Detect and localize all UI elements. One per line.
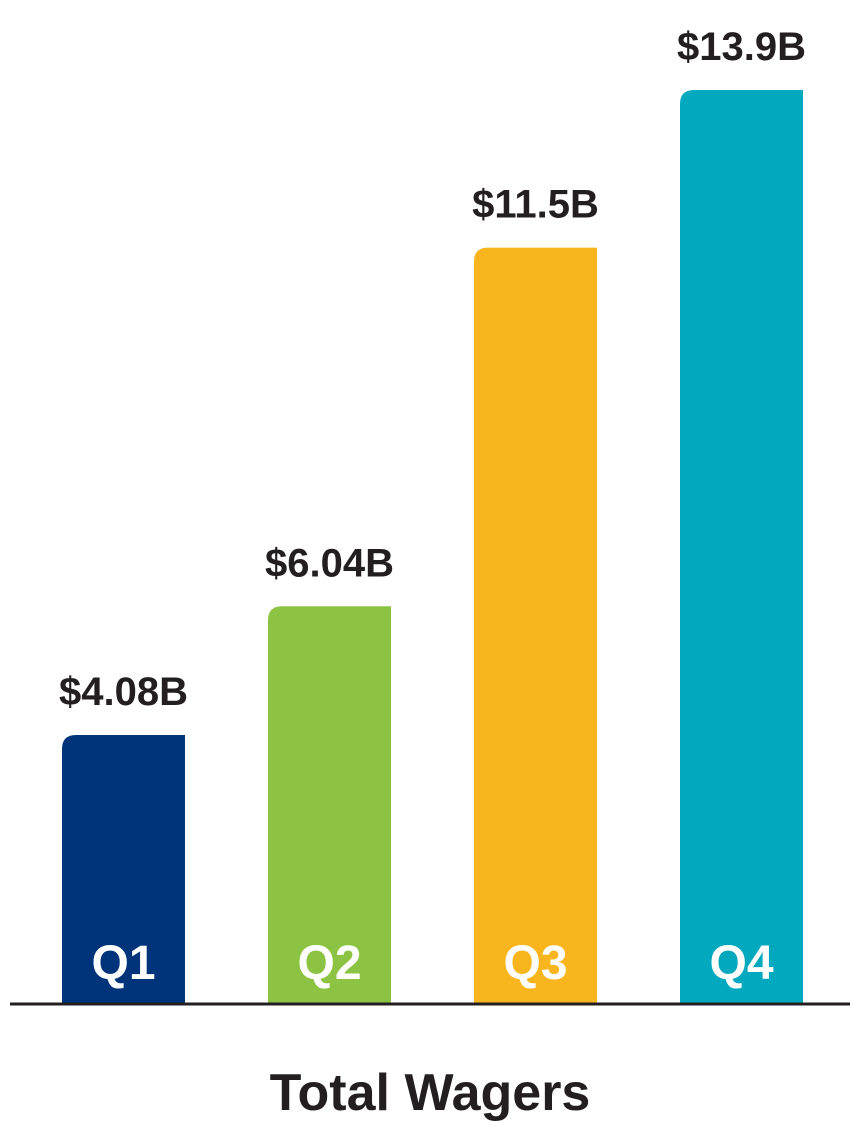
chart-title: Total Wagers [270, 1064, 591, 1122]
category-label-q2: Q2 [297, 937, 361, 990]
value-label-q4: $13.9B [677, 25, 806, 69]
value-label-q2: $6.04B [265, 541, 394, 585]
category-label-q3: Q3 [503, 937, 567, 990]
category-label-q4: Q4 [709, 937, 773, 990]
bar-q2 [268, 606, 391, 1003]
bar-q3 [474, 247, 597, 1004]
value-label-q3: $11.5B [472, 183, 599, 227]
bar-q1 [62, 735, 185, 1003]
value-label-q1: $4.08B [59, 670, 188, 714]
bars-group: $4.08B Q1 $6.04B Q2 $11.5B Q3 $13.9B Q4 [59, 25, 806, 1004]
category-label-q1: Q1 [91, 937, 155, 990]
bar-q4 [680, 90, 803, 1003]
